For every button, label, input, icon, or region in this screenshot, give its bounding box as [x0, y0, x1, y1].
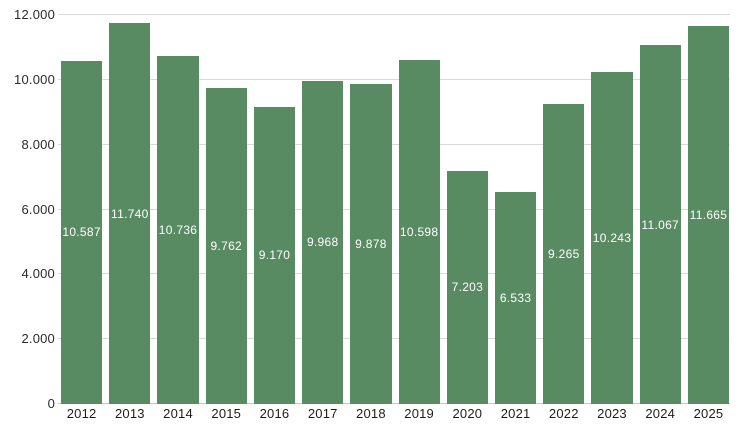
gridline [58, 143, 730, 145]
x-tick-label: 2016 [259, 406, 290, 421]
x-tick-label: 2021 [500, 406, 531, 421]
bar-2017: 9.968 [302, 80, 344, 404]
bar-value-label: 11.665 [689, 207, 728, 222]
bar-2016: 9.170 [253, 106, 296, 404]
x-tick-label: 2019 [404, 406, 434, 421]
y-tick-label: 6.000 [21, 201, 55, 217]
bar-value-label: 10.598 [399, 225, 439, 240]
bar-2014: 10.736 [157, 55, 199, 404]
x-axis: 2012 2013 2014 2015 2016 2017 2018 2019 2020 2021… [61, 404, 729, 424]
y-tick-label: 4.000 [21, 266, 55, 282]
y-tick-label: 10.000 [14, 71, 55, 87]
bar-value-label: 11.740 [111, 206, 149, 221]
gridline [58, 208, 730, 210]
bar-2019: 10.598 [398, 60, 440, 404]
x-tick-label: 2012 [66, 406, 97, 421]
bar-value-label: 10.587 [62, 225, 101, 240]
bar-value-label: 10.243 [592, 230, 632, 245]
bar-value-label: 9.265 [548, 246, 580, 261]
x-tick-label: 2013 [114, 406, 145, 421]
bar-value-label: 9.170 [258, 248, 291, 263]
gridline [58, 273, 730, 275]
bar-value-label: 7.203 [451, 280, 484, 295]
gridline [58, 14, 730, 15]
x-tick-label: 2015 [211, 406, 242, 421]
x-tick-label: 2020 [452, 406, 483, 421]
bar-2023: 10.243 [591, 71, 633, 404]
gridline [58, 338, 730, 340]
x-tick-label: 2022 [548, 406, 579, 421]
bar-2022: 9.265 [543, 103, 585, 404]
bar-2018: 9.878 [350, 83, 392, 404]
bar-2020: 7.203 [446, 170, 488, 404]
y-tick-label: 2.000 [21, 331, 55, 347]
x-axis-line [58, 403, 730, 404]
x-tick-label: 2024 [645, 406, 676, 421]
bar-2021: 6.533 [494, 192, 537, 404]
bar-2015: 9.762 [205, 87, 247, 404]
x-tick-label: 2025 [693, 406, 724, 421]
bar-value-label: 6.533 [499, 291, 532, 306]
bar-value-label: 11.067 [641, 217, 680, 232]
bar-value-label: 9.878 [355, 236, 387, 251]
y-tick-label: 8.000 [21, 136, 55, 152]
bar-2012: 10.587 [61, 60, 103, 404]
x-tick-label: 2018 [356, 406, 386, 421]
x-tick-label: 2017 [307, 406, 338, 421]
x-tick-label: 2014 [163, 406, 193, 421]
bar-value-label: 9.762 [210, 238, 243, 253]
bar-2013: 11.740 [109, 23, 151, 404]
gridline [58, 78, 730, 80]
y-tick-label: 12.000 [14, 7, 55, 22]
bar-2025: 11.665 [687, 25, 730, 404]
bar-2024: 11.067 [639, 45, 681, 404]
bar-value-label: 9.968 [306, 235, 339, 250]
bars-layer: 10.587 11.740 10.736 9.762 9.170 9.968 9.878 10… [61, 15, 730, 404]
bar-value-label: 10.736 [158, 222, 198, 237]
y-tick-label: 0 [47, 396, 55, 411]
x-tick-label: 2023 [597, 406, 627, 421]
